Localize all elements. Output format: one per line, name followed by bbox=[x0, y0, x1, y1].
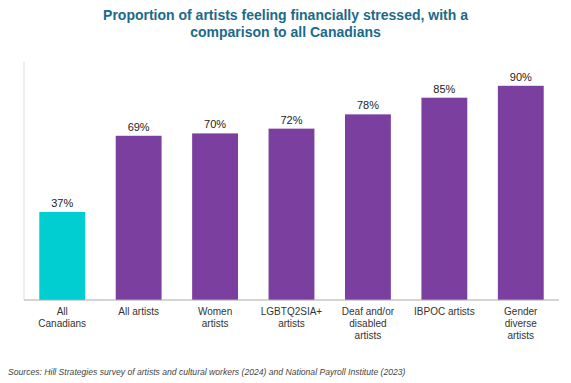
x-tick-label: IBPOC artists bbox=[414, 306, 475, 317]
bar bbox=[345, 114, 391, 300]
data-label: 78% bbox=[357, 99, 379, 111]
chart-svg: Proportion of artists feeling financiall… bbox=[0, 0, 571, 383]
data-label: 90% bbox=[510, 71, 532, 83]
bar bbox=[421, 98, 467, 300]
bar bbox=[269, 129, 315, 300]
bars bbox=[39, 86, 543, 300]
bar bbox=[116, 136, 162, 300]
x-tick-label: LGBTQ2SIA+artists bbox=[261, 306, 323, 329]
background bbox=[0, 0, 571, 383]
source-note: Sources: Hill Strategies survey of artis… bbox=[8, 367, 406, 377]
x-tick-label: AllCanadians bbox=[38, 306, 86, 329]
x-tick-label: All artists bbox=[118, 306, 159, 317]
x-axis-line bbox=[24, 300, 559, 301]
data-label: 85% bbox=[433, 83, 455, 95]
x-tick-label: Womenartists bbox=[198, 306, 232, 329]
bar bbox=[39, 212, 85, 300]
x-tick-label: Deaf and/ordisabledartists bbox=[342, 306, 395, 341]
data-label: 69% bbox=[128, 121, 150, 133]
x-tick-label: Genderdiverseartists bbox=[504, 306, 538, 341]
data-label: 72% bbox=[280, 114, 302, 126]
data-label: 70% bbox=[204, 118, 226, 130]
bar bbox=[192, 133, 238, 300]
title: Proportion of artists feeling financiall… bbox=[103, 7, 468, 40]
chart-container: Proportion of artists feeling financiall… bbox=[0, 0, 571, 383]
data-label: 37% bbox=[51, 197, 73, 209]
bar bbox=[498, 86, 544, 300]
value-axis-line bbox=[24, 62, 25, 300]
